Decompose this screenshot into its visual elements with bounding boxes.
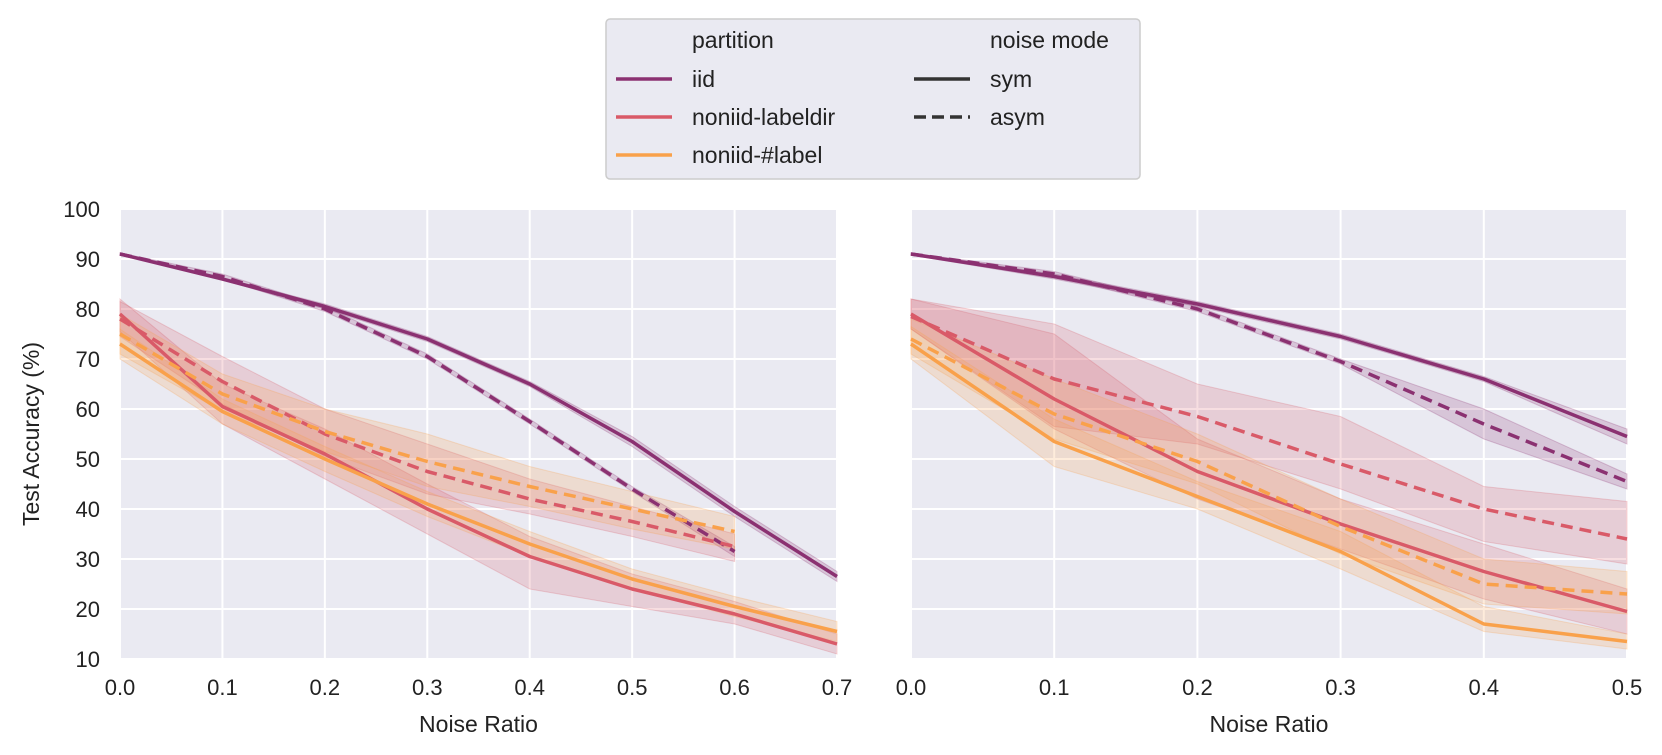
x-tick-label: 0.2 [1182, 675, 1213, 700]
x-tick-label: 0.0 [105, 675, 136, 700]
x-tick-label: 0.4 [514, 675, 545, 700]
y-tick-label: 40 [76, 497, 100, 522]
band-noniid-label-asym [910, 318, 1628, 615]
x-tick-label: 0.5 [617, 675, 648, 700]
x-tick-label: 0.1 [207, 675, 238, 700]
y-tick-label: 70 [76, 347, 100, 372]
legend-item-sym: sym [990, 66, 1032, 92]
x-tick-label: 0.0 [896, 675, 927, 700]
legend-box [605, 18, 1141, 180]
x-tick-label: 0.7 [822, 675, 853, 700]
band-noniid-labeldir-asym [910, 298, 1628, 565]
line-noniid-label-asym [119, 332, 735, 534]
y-tick-label: 30 [76, 547, 100, 572]
line-noniid-label-sym [119, 342, 838, 634]
x-tick-label: 0.5 [1612, 675, 1643, 700]
legend-mode-title: noise mode [990, 27, 1109, 53]
band-noniid-label-asym [119, 313, 736, 550]
legend-item-noniid-label: noniid-#label [692, 142, 822, 168]
right-panel: 0.0 0.1 0.2 0.3 0.4 0.5 Noise Ratio [896, 208, 1643, 737]
line-iid-sym [910, 252, 1628, 439]
line-noniid-labeldir-sym [118, 312, 838, 646]
y-tick-label: 90 [76, 247, 100, 272]
legend-item-asym: asym [990, 104, 1045, 130]
band-noniid-label-sym [910, 325, 1628, 650]
y-tick-label: 100 [63, 197, 100, 222]
y-tick-label: 80 [76, 297, 100, 322]
y-tick-label: 60 [76, 397, 100, 422]
line-noniid-label-asym [910, 337, 1628, 596]
y-tick-label: 20 [76, 597, 100, 622]
line-iid-asym [119, 252, 736, 553]
band-noniid-label-sym [119, 328, 838, 643]
legend-item-noniid-labeldir: noniid-labeldir [692, 104, 836, 130]
line-iid-asym [910, 252, 1628, 484]
x-tick-label: 0.2 [310, 675, 341, 700]
y-tick-label: 50 [76, 447, 100, 472]
band-noniid-labeldir-sym [119, 297, 838, 655]
y-tick-label: 10 [76, 647, 100, 672]
left-panel: 0.0 0.1 0.2 0.3 0.4 0.5 0.6 0.7 10 20 30 40 50 60 70 80… [18, 197, 852, 737]
band-noniid-labeldir-sym [910, 298, 1628, 635]
legend-item-iid: iid [692, 66, 715, 92]
x-axis-label: Noise Ratio [1210, 711, 1329, 737]
y-axis-label: Test Accuracy (%) [18, 342, 44, 526]
line-noniid-labeldir-asym [119, 317, 736, 549]
x-tick-label: 0.1 [1039, 675, 1070, 700]
band-iid-sym [910, 252, 1628, 445]
x-axis-label: Noise Ratio [419, 711, 538, 737]
line-noniid-label-sym [910, 342, 1628, 644]
line-noniid-labeldir-asym [910, 314, 1628, 541]
legend-partition-title: partition [692, 27, 774, 53]
x-tick-label: 0.6 [719, 675, 750, 700]
line-noniid-labeldir-sym [910, 312, 1628, 614]
x-tick-label: 0.3 [412, 675, 443, 700]
x-tick-label: 0.3 [1325, 675, 1356, 700]
x-tick-label: 0.4 [1469, 675, 1500, 700]
legend: partition iid noniid-labeldir noniid-#la… [605, 18, 1141, 180]
